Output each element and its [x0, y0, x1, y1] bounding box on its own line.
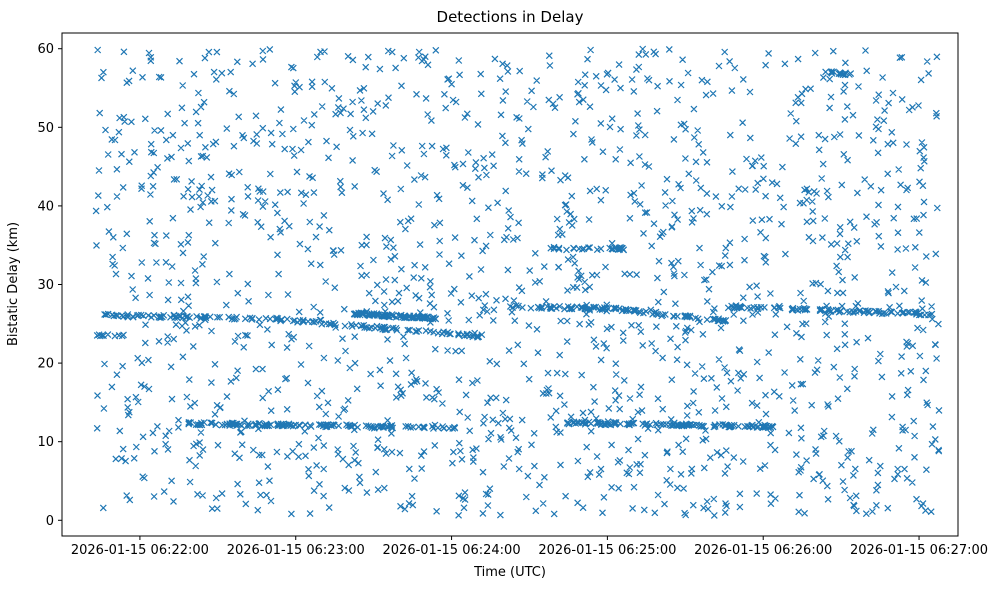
x-tick-label: 2026-01-15 06:25:00: [538, 543, 676, 558]
y-tick-label: 60: [37, 42, 54, 57]
x-tick-label: 2026-01-15 06:26:00: [694, 543, 832, 558]
chart-title: Detections in Delay: [437, 8, 584, 26]
y-tick-label: 20: [37, 357, 54, 372]
x-tick-label: 2026-01-15 06:24:00: [383, 543, 521, 558]
plot-area: [62, 33, 958, 536]
y-axis-label: Bistatic Delay (km): [6, 222, 21, 346]
y-tick-label: 40: [37, 199, 54, 214]
y-tick-label: 10: [37, 435, 54, 450]
y-tick-label: 30: [37, 278, 54, 293]
axis-ticks: 2026-01-15 06:22:00 2026-01-15 06:23:00 20…: [37, 42, 988, 558]
scatter-points: [92, 45, 943, 519]
x-tick-label: 2026-01-15 06:27:00: [850, 543, 988, 558]
y-tick-label: 0: [46, 514, 54, 529]
x-axis-label: Time (UTC): [473, 565, 546, 580]
axes-frame: [61, 32, 959, 537]
x-tick-label: 2026-01-15 06:23:00: [227, 543, 365, 558]
y-tick-label: 50: [37, 121, 54, 136]
x-tick-label: 2026-01-15 06:22:00: [71, 543, 209, 558]
